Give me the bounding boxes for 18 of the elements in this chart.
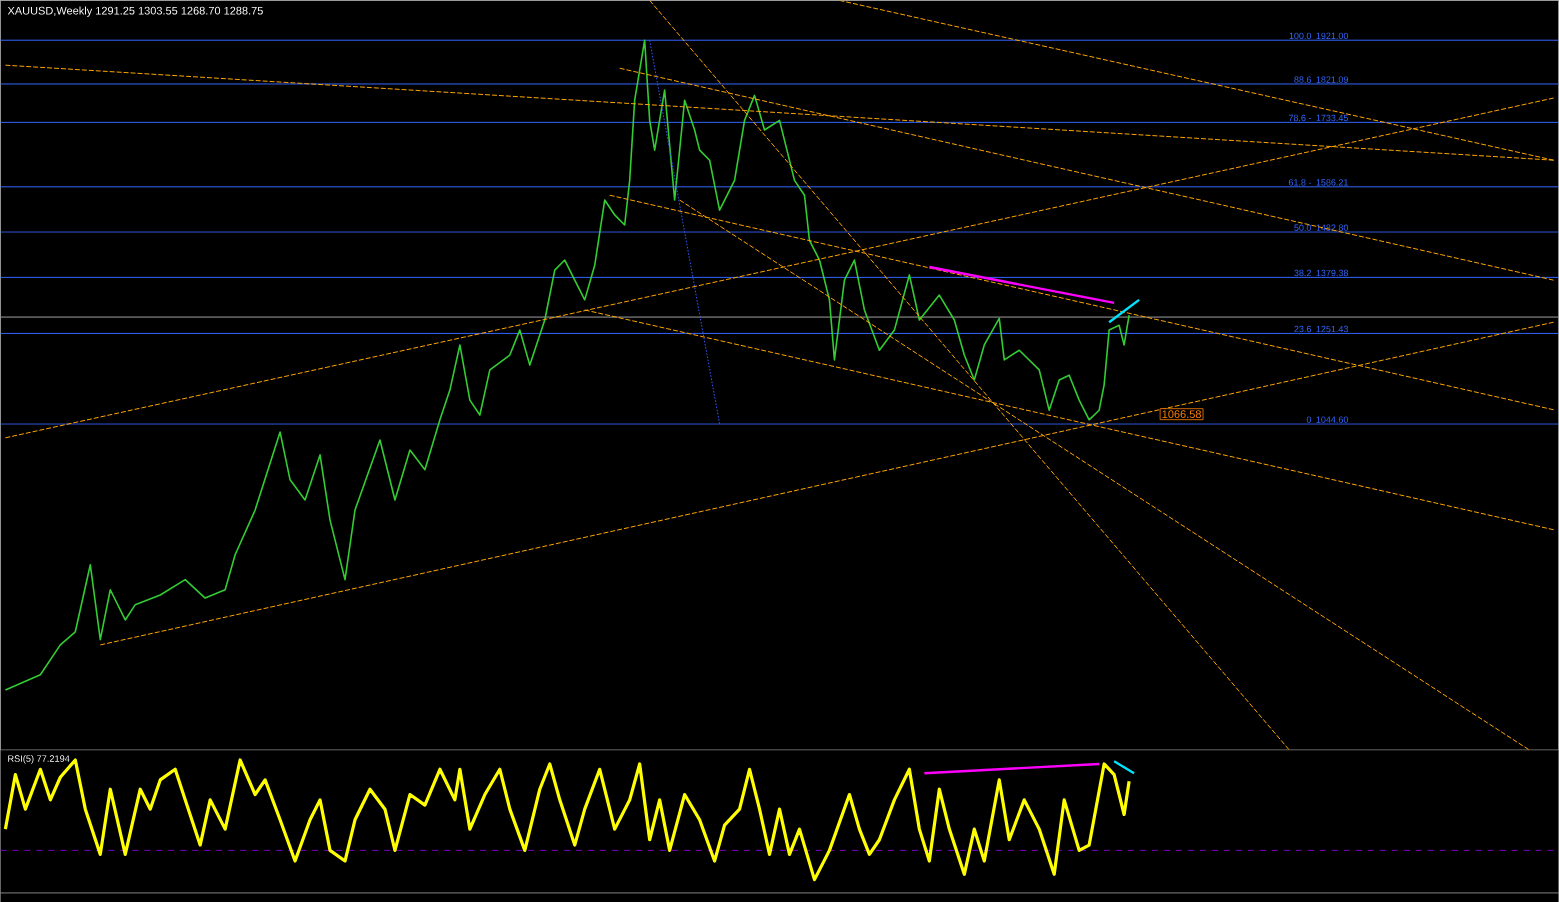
annotation: 78.6 -: [1288, 114, 1312, 122]
annotation: 0: [1306, 416, 1312, 423]
chart-title: RSI(5) 77.2194: [8, 755, 70, 764]
y-tick-label: 1586.21: [1316, 179, 1348, 186]
y-tick-label: 1921.00: [1316, 32, 1349, 40]
y-tick-label: 1733.45: [1316, 114, 1349, 122]
annotation: 38.2: [1294, 269, 1311, 277]
annotation: 88.6: [1294, 76, 1312, 83]
annotation: 100.0: [1289, 32, 1312, 40]
y-tick-label: 1044.60: [1316, 416, 1349, 423]
annotation: 61.8 -: [1288, 179, 1312, 186]
annotation: 23.6: [1294, 325, 1312, 333]
y-tick-label: 1251.43: [1316, 325, 1349, 333]
y-tick-label: 1379.38: [1316, 269, 1349, 277]
y-tick-label: 1821.09: [1316, 76, 1348, 83]
annotation: 1066.58: [1162, 410, 1201, 419]
annotation: 50.0: [1294, 224, 1312, 231]
text: XAUUSD,Weekly 1291.25 1303.55 1268.70 1288.75: [7, 6, 263, 17]
